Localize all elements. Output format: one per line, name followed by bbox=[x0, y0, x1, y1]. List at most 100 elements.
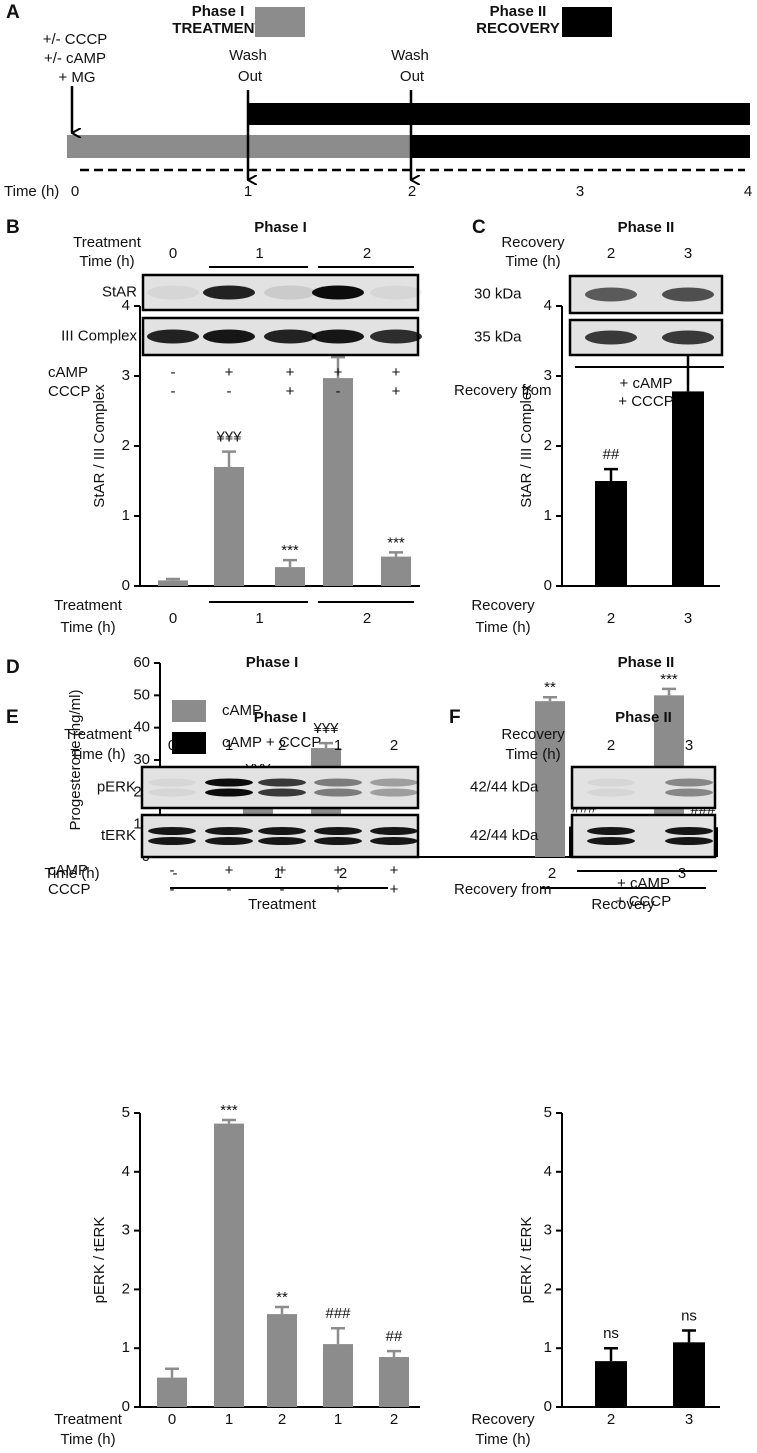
y-tick-label: 4 bbox=[122, 1163, 130, 1180]
annotation: ns bbox=[681, 1308, 697, 1325]
annotation: *** bbox=[387, 534, 405, 551]
blot-header: Recovery bbox=[501, 726, 565, 743]
panel-letter: A bbox=[6, 2, 20, 23]
group-label: Treatment bbox=[248, 896, 317, 913]
bar bbox=[672, 391, 704, 586]
annotation: ## bbox=[603, 446, 620, 463]
band bbox=[314, 788, 362, 797]
phase-title: Phase I bbox=[192, 3, 245, 20]
bar bbox=[673, 1342, 705, 1407]
annotation: ** bbox=[276, 1289, 288, 1306]
band bbox=[203, 285, 255, 300]
x-axis-label: Time (h) bbox=[60, 1431, 115, 1448]
x-axis-label: Time (h) bbox=[475, 1431, 530, 1448]
band bbox=[314, 827, 362, 835]
band bbox=[264, 285, 316, 300]
y-tick-label: 1 bbox=[544, 507, 552, 524]
band bbox=[585, 330, 637, 345]
blot-row-label: 35 kDa bbox=[474, 328, 522, 345]
band bbox=[147, 285, 199, 300]
lane-label: 1 bbox=[225, 737, 233, 754]
wash-out: Out bbox=[400, 68, 425, 85]
condition-sign: + bbox=[286, 383, 295, 400]
x-tick-label: - bbox=[173, 865, 178, 882]
panel-letter: B bbox=[6, 217, 20, 238]
lane-label: 2 bbox=[278, 737, 286, 754]
bar bbox=[267, 1314, 297, 1407]
x-axis-label: Time (h) bbox=[475, 619, 530, 636]
panel-title: Phase I bbox=[254, 219, 307, 236]
lane-label: 3 bbox=[684, 245, 692, 262]
panel-letter: F bbox=[449, 707, 461, 728]
phase-swatch bbox=[255, 7, 305, 37]
x-tick-label: 2 bbox=[548, 865, 556, 882]
error-bar bbox=[389, 551, 403, 557]
x-axis-label: Treatment bbox=[54, 597, 123, 614]
band bbox=[585, 287, 637, 302]
x-axis-label: Recovery bbox=[471, 1411, 535, 1428]
addition: +/- cAMP bbox=[44, 50, 106, 67]
band bbox=[665, 827, 713, 835]
panel-title: Phase II bbox=[615, 709, 672, 726]
band bbox=[205, 837, 253, 845]
condition-label: cAMP bbox=[48, 364, 88, 381]
band bbox=[665, 778, 713, 787]
band bbox=[314, 778, 362, 787]
legend-swatch bbox=[172, 732, 206, 754]
y-tick-label: 4 bbox=[544, 1163, 552, 1180]
x-axis-label: Time (h) bbox=[44, 865, 99, 882]
time-label: Time (h) bbox=[4, 183, 59, 200]
band bbox=[148, 778, 196, 787]
y-tick-label: 4 bbox=[544, 297, 552, 314]
band bbox=[370, 827, 418, 835]
band bbox=[147, 329, 199, 344]
lane-label: 1 bbox=[334, 737, 342, 754]
panel-letter: C bbox=[472, 217, 486, 238]
band bbox=[264, 329, 316, 344]
band bbox=[258, 837, 306, 845]
error-bar bbox=[682, 1329, 696, 1343]
band bbox=[258, 778, 306, 787]
time-tick: 2 bbox=[408, 183, 416, 200]
error-bar bbox=[387, 1349, 401, 1358]
y-tick-label: 5 bbox=[544, 1104, 552, 1121]
blot-row-label: tERK bbox=[101, 827, 136, 844]
y-tick-label: 5 bbox=[122, 1104, 130, 1121]
lane-label: 3 bbox=[685, 737, 693, 754]
band bbox=[258, 788, 306, 797]
wash-out: Out bbox=[238, 68, 263, 85]
recovery-bar bbox=[410, 135, 750, 158]
condition-sign: - bbox=[227, 881, 232, 898]
y-axis-label: Progesterone (ng/ml) bbox=[67, 690, 84, 831]
blot-header: Time (h) bbox=[79, 253, 134, 270]
error-bar bbox=[543, 696, 557, 702]
y-axis-label: pERK / tERK bbox=[518, 1217, 535, 1304]
x-tick-label: 2 bbox=[607, 610, 615, 627]
phase-subtitle: TREATMENT bbox=[172, 20, 263, 37]
band bbox=[205, 827, 253, 835]
bar bbox=[323, 1344, 353, 1407]
y-tick-label: 30 bbox=[133, 751, 150, 768]
blot-row-label: StAR bbox=[102, 283, 137, 300]
bar bbox=[275, 567, 305, 586]
annotation: ns bbox=[603, 1325, 619, 1342]
treatment: + CCCP bbox=[616, 893, 671, 910]
x-tick-label: 3 bbox=[684, 610, 692, 627]
y-tick-label: 0 bbox=[544, 577, 552, 594]
condition-sign: - bbox=[171, 383, 176, 400]
error-bar bbox=[681, 350, 695, 392]
y-tick-label: 1 bbox=[122, 1339, 130, 1356]
y-tick-label: 2 bbox=[122, 437, 130, 454]
y-tick-label: 3 bbox=[544, 1222, 552, 1239]
error-bar bbox=[222, 1118, 236, 1124]
y-tick-label: 0 bbox=[544, 1398, 552, 1415]
error-bar bbox=[331, 1326, 345, 1345]
annotation: ¥¥¥ bbox=[312, 720, 339, 737]
blot-header: Time (h) bbox=[505, 253, 560, 270]
error-bar bbox=[283, 558, 297, 568]
y-tick-label: 0 bbox=[122, 577, 130, 594]
condition-sign: + bbox=[392, 364, 401, 381]
phase-title: Phase II bbox=[490, 3, 547, 20]
condition-sign: + bbox=[278, 862, 287, 879]
